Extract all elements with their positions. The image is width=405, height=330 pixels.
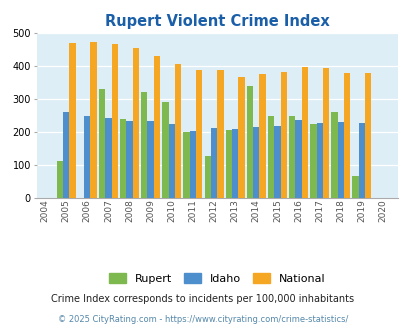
- Bar: [56, 161, 63, 198]
- Bar: [322, 68, 328, 198]
- Bar: [288, 116, 295, 198]
- Bar: [126, 121, 132, 198]
- Bar: [141, 92, 147, 198]
- Bar: [259, 74, 265, 198]
- Legend: Rupert, Idaho, National: Rupert, Idaho, National: [108, 273, 325, 283]
- Text: © 2025 CityRating.com - https://www.cityrating.com/crime-statistics/: © 2025 CityRating.com - https://www.city…: [58, 315, 347, 324]
- Bar: [316, 123, 322, 198]
- Bar: [90, 42, 96, 198]
- Bar: [168, 124, 175, 198]
- Bar: [69, 43, 75, 198]
- Bar: [175, 64, 181, 198]
- Bar: [274, 126, 280, 198]
- Bar: [120, 119, 126, 198]
- Bar: [267, 116, 274, 198]
- Bar: [84, 115, 90, 198]
- Bar: [330, 112, 337, 198]
- Bar: [162, 102, 168, 198]
- Text: Crime Index corresponds to incidents per 100,000 inhabitants: Crime Index corresponds to incidents per…: [51, 294, 354, 304]
- Bar: [99, 89, 105, 198]
- Bar: [352, 176, 358, 198]
- Bar: [111, 44, 117, 198]
- Bar: [301, 67, 307, 198]
- Bar: [238, 77, 244, 198]
- Bar: [364, 73, 371, 198]
- Bar: [252, 127, 259, 198]
- Bar: [217, 70, 223, 198]
- Bar: [132, 48, 139, 198]
- Bar: [358, 123, 364, 198]
- Bar: [105, 118, 111, 198]
- Bar: [153, 56, 160, 198]
- Title: Rupert Violent Crime Index: Rupert Violent Crime Index: [104, 14, 329, 29]
- Bar: [309, 124, 316, 198]
- Bar: [231, 129, 238, 198]
- Bar: [189, 131, 196, 198]
- Bar: [246, 86, 252, 198]
- Bar: [210, 128, 217, 198]
- Bar: [225, 130, 231, 198]
- Bar: [63, 112, 69, 198]
- Bar: [295, 120, 301, 198]
- Bar: [147, 121, 153, 198]
- Bar: [183, 132, 189, 198]
- Bar: [196, 70, 202, 198]
- Bar: [337, 122, 343, 198]
- Bar: [343, 73, 350, 198]
- Bar: [204, 156, 210, 198]
- Bar: [280, 72, 286, 198]
